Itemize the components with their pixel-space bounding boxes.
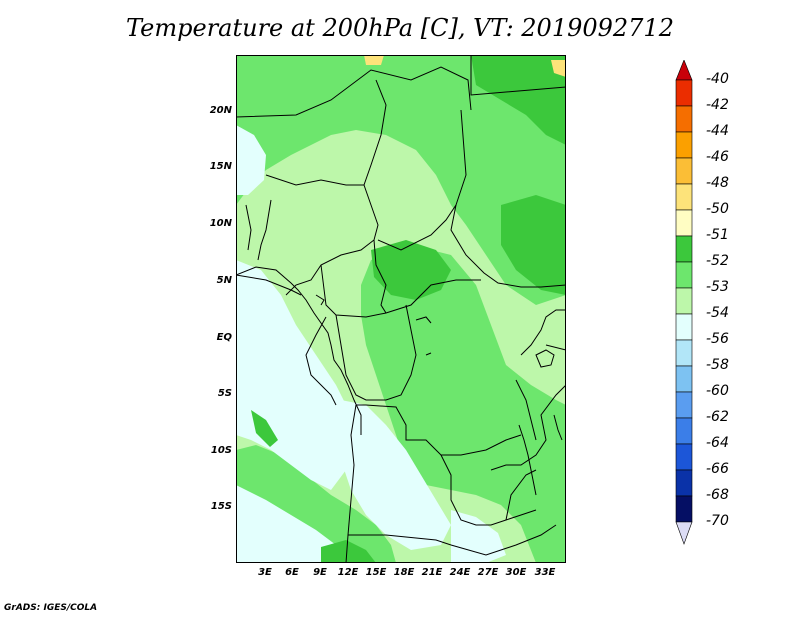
field-pale-northwest <box>236 125 266 195</box>
colorbar-segment <box>675 443 693 471</box>
colorbar-tick-label: -54 <box>706 305 729 321</box>
colorbar-bottom-arrow <box>675 521 693 545</box>
colorbar-tick-label: -64 <box>706 435 729 451</box>
colorbar-segment <box>675 287 693 315</box>
colorbar-segment <box>675 313 693 341</box>
colorbar-segment <box>675 235 693 263</box>
lon-label-18e: 18E <box>393 567 415 578</box>
colorbar-tick-label: -68 <box>706 487 729 503</box>
lon-label-33e: 33E <box>534 567 556 578</box>
lon-label-12e: 12E <box>337 567 359 578</box>
footer-credit: GrADS: IGES/COLA <box>4 603 98 613</box>
field-medium-green-central <box>361 245 566 563</box>
colorbar-segment <box>675 417 693 445</box>
colorbar-tick-label: -42 <box>706 97 729 113</box>
lon-label-21e: 21E <box>421 567 443 578</box>
colorbar-segment <box>675 365 693 393</box>
lon-label-9e: 9E <box>313 567 327 578</box>
colorbar-tick-label: -58 <box>706 357 729 373</box>
country-borders <box>236 55 566 563</box>
field-pale-southwest <box>236 485 346 563</box>
colorbar-tick-label: -44 <box>706 123 729 139</box>
colorbar-tick-label: -52 <box>706 253 729 269</box>
lat-label-10s: 10S <box>210 445 232 456</box>
colorbar-tick-label: -48 <box>706 175 729 191</box>
chart-title: Temperature at 200hPa [C], VT: 201909271… <box>126 14 674 42</box>
lon-label-30e: 30E <box>505 567 527 578</box>
colorbar-tick-label: -46 <box>706 149 729 165</box>
colorbar-segment <box>675 131 693 159</box>
colorbar-tick-label: -53 <box>706 279 729 295</box>
colorbar-segment <box>675 79 693 107</box>
field-dark-green-northeast <box>471 55 566 145</box>
colorbar-segment <box>675 209 693 237</box>
field-dark-green-strip-sw <box>251 410 278 447</box>
lat-label-eq: EQ <box>216 332 232 343</box>
colorbar-top-arrow <box>675 60 693 81</box>
field-yellow-north <box>364 55 384 65</box>
colorbar-tick-label: -66 <box>706 461 729 477</box>
colorbar-tick-label: -50 <box>706 201 729 217</box>
lat-label-15n: 15N <box>209 161 232 172</box>
colorbar-segment <box>675 157 693 185</box>
field-dark-green-east <box>501 195 566 295</box>
colorbar-tick-label: -40 <box>706 71 729 87</box>
lon-label-24e: 24E <box>449 567 471 578</box>
field-pale-south-east <box>451 510 506 563</box>
colorbar-tick-label: -56 <box>706 331 729 347</box>
lon-label-15e: 15E <box>365 567 387 578</box>
lon-label-3e: 3E <box>258 567 272 578</box>
colorbar-tick-label: -62 <box>706 409 729 425</box>
colorbar-segment <box>675 183 693 211</box>
lon-label-27e: 27E <box>477 567 499 578</box>
colorbar-segment <box>675 391 693 419</box>
colorbar-segment <box>675 495 693 523</box>
field-yellow-northeast <box>551 60 566 77</box>
lon-label-6e: 6E <box>285 567 299 578</box>
colorbar-tick-label: -60 <box>706 383 729 399</box>
colorbar-segment <box>675 105 693 133</box>
colorbar-tick-label: -51 <box>706 227 729 243</box>
colorbar-segment <box>675 261 693 289</box>
colorbar-segment <box>675 469 693 497</box>
colorbar-tick-label: -70 <box>706 513 729 529</box>
lat-label-5n: 5N <box>216 275 232 286</box>
lat-label-20n: 20N <box>209 105 232 116</box>
temperature-map <box>236 55 566 563</box>
coastlines <box>236 266 563 496</box>
lat-label-15s: 15S <box>210 501 232 512</box>
field-dark-green-bottom <box>321 540 376 563</box>
lat-label-10n: 10N <box>209 218 232 229</box>
field-medium-green-north <box>236 55 566 305</box>
lat-label-5s: 5S <box>217 388 232 399</box>
field-pale-south <box>341 400 451 550</box>
colorbar-segment <box>675 339 693 367</box>
colorbar <box>675 60 693 545</box>
